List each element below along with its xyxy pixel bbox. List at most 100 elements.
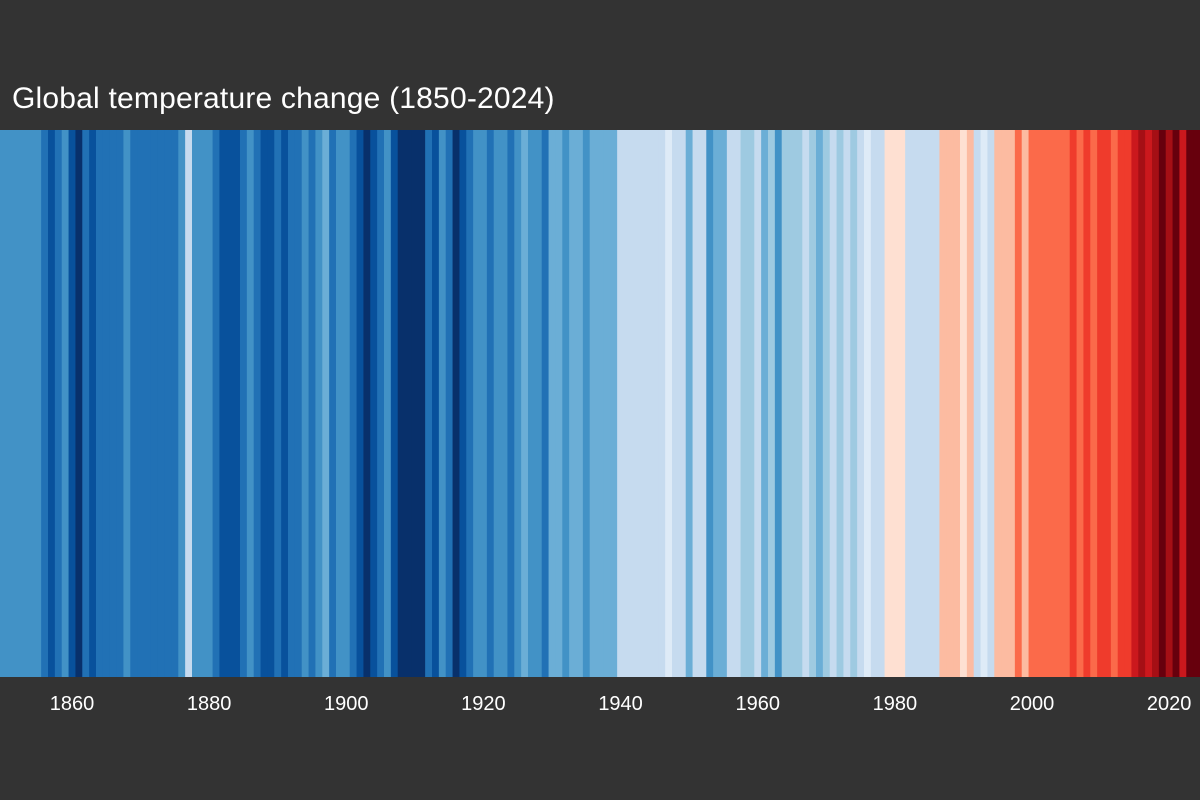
stripe-1960 [754,130,762,677]
stripe-1900 [342,130,351,677]
stripe-1860 [68,130,77,677]
stripe-1902 [356,130,365,677]
stripe-2007 [1076,130,1085,677]
stripe-1895 [308,130,317,677]
stripe-2019 [1158,130,1167,677]
stripe-1954 [713,130,721,677]
stripe-1905 [377,130,385,677]
stripe-1907 [390,130,399,677]
stripe-1877 [185,130,193,677]
stripe-1890 [274,130,282,677]
stripe-1886 [246,130,255,677]
stripe-1876 [178,130,186,677]
stripe-2008 [1083,130,1091,677]
stripe-1956 [726,130,735,677]
stripe-1885 [240,130,248,677]
stripe-1855 [34,130,42,677]
stripe-1983 [912,130,920,677]
stripe-1884 [233,130,241,677]
stripe-1875 [171,130,179,677]
stripe-2012 [1110,130,1119,677]
stripe-1881 [212,130,221,677]
stripe-1893 [294,130,303,677]
stripe-2001 [1035,130,1043,677]
stripe-1965 [788,130,797,677]
stripe-2016 [1138,130,1146,677]
stripe-1953 [706,130,714,677]
stripe-1930 [548,130,557,677]
stripe-1963 [774,130,783,677]
stripe-1869 [130,130,138,677]
stripe-1978 [877,130,886,677]
stripe-1903 [363,130,371,677]
x-tick-label: 1900 [324,693,369,715]
x-tick-label: 1940 [598,693,643,715]
stripe-1912 [425,130,433,677]
stripe-1968 [809,130,817,677]
stripe-1984 [918,130,927,677]
stripe-1988 [946,130,954,677]
stripe-1879 [198,130,207,677]
stripe-1924 [507,130,515,677]
stripe-1883 [226,130,234,677]
stripe-1857 [48,130,56,677]
stripe-1925 [514,130,522,677]
stripe-1938 [603,130,611,677]
stripe-2021 [1172,130,1181,677]
stripe-1969 [816,130,824,677]
stripe-1911 [418,130,426,677]
stripe-2014 [1124,130,1133,677]
stripe-1950 [685,130,694,677]
stripe-1962 [768,130,776,677]
stripe-1862 [82,130,90,677]
stripe-1880 [205,130,214,677]
stripe-1975 [857,130,865,677]
stripe-1987 [939,130,947,677]
stripe-2011 [1104,130,1112,677]
stripe-1904 [370,130,378,677]
stripe-1981 [898,130,906,677]
stripe-2013 [1117,130,1126,677]
stripe-1967 [802,130,810,677]
stripe-2004 [1056,130,1064,677]
stripe-2009 [1090,130,1098,677]
stripe-1915 [445,130,454,677]
chart-title: Global temperature change (1850-2024) [12,82,555,115]
x-tick-label: 1960 [735,693,780,715]
stripe-1985 [925,130,934,677]
stripe-1934 [576,130,584,677]
stripe-1943 [637,130,646,677]
stripe-1979 [884,130,893,677]
stripe-2015 [1131,130,1139,677]
stripe-1951 [692,130,701,677]
stripe-2020 [1165,130,1174,677]
stripe-1916 [452,130,461,677]
stripe-1858 [54,130,63,677]
stripe-1922 [493,130,502,677]
stripe-1932 [562,130,570,677]
stripe-1939 [610,130,618,677]
stripe-1946 [658,130,666,677]
stripe-2010 [1097,130,1105,677]
stripe-1898 [329,130,337,677]
stripe-1989 [953,130,961,677]
stripe-1868 [123,130,131,677]
stripe-1891 [281,130,289,677]
stripe-1949 [678,130,687,677]
stripe-1870 [137,130,145,677]
stripe-1976 [864,130,872,677]
stripe-1992 [973,130,982,677]
stripe-1973 [843,130,851,677]
stripe-2005 [1062,130,1071,677]
stripe-1852 [13,130,22,677]
stripe-1941 [624,130,632,677]
stripe-1994 [987,130,995,677]
stripe-1929 [541,130,550,677]
stripe-1896 [315,130,323,677]
x-tick-label: 2000 [1009,693,1055,715]
stripe-1851 [6,130,15,677]
stripe-1958 [740,130,749,677]
stripe-1986 [932,130,941,677]
stripe-1957 [733,130,742,677]
